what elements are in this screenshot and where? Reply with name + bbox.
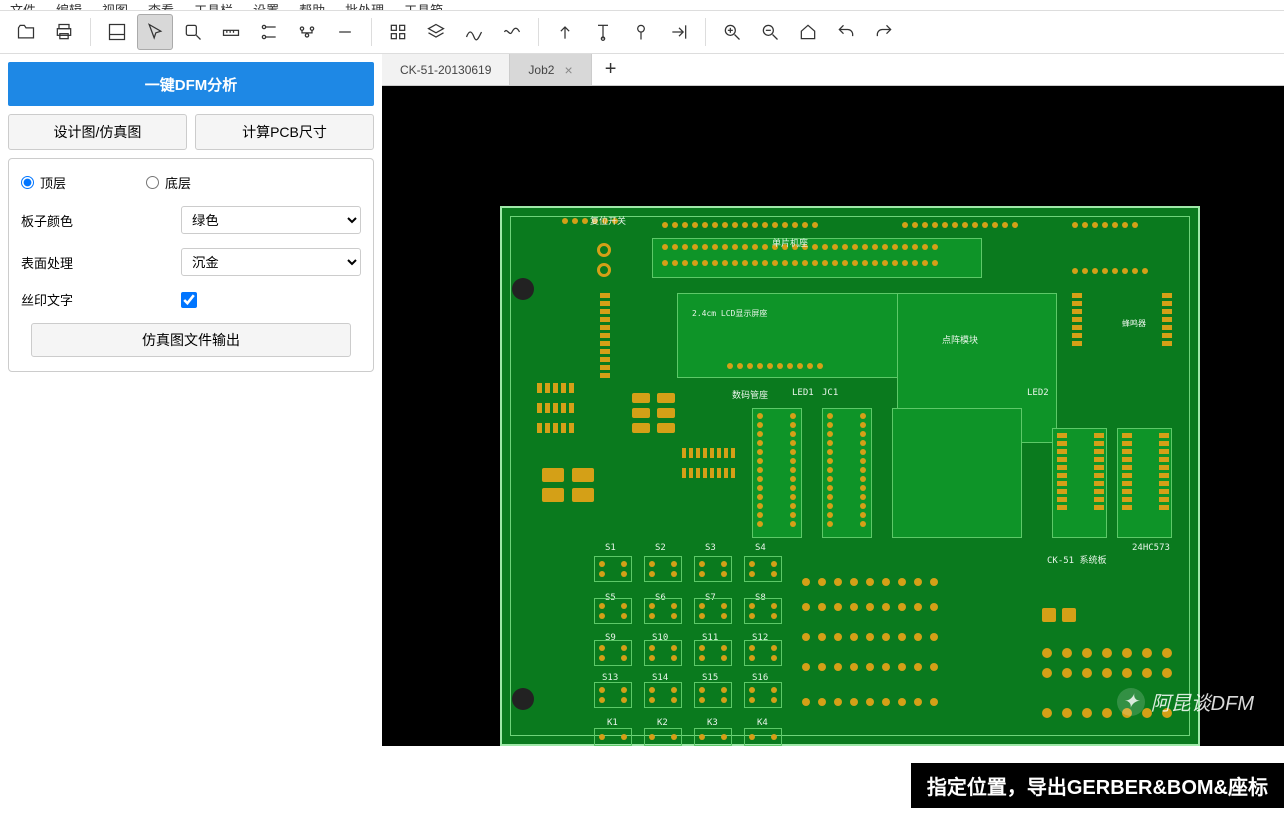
zoom-out-icon[interactable]: [752, 14, 788, 50]
pointer-icon[interactable]: [137, 14, 173, 50]
close-icon[interactable]: ×: [564, 62, 572, 78]
zoom-in-icon[interactable]: [714, 14, 750, 50]
align-icon[interactable]: [251, 14, 287, 50]
radio-bottom-label: 底层: [165, 173, 191, 192]
silk-text: CK-51 系统板: [1047, 553, 1107, 566]
silkscreen-label: 丝印文字: [21, 290, 181, 309]
radio-bottom-layer[interactable]: 底层: [146, 173, 191, 192]
silk-text: K1: [607, 718, 618, 728]
undo-icon[interactable]: [828, 14, 864, 50]
silk-text: S2: [655, 543, 666, 553]
exit-icon[interactable]: [661, 14, 697, 50]
silk-text: 复位开关: [590, 214, 626, 227]
silk-text: K4: [757, 718, 768, 728]
silkscreen-checkbox[interactable]: [181, 292, 197, 308]
radio-bottom-input[interactable]: [146, 176, 159, 189]
tab-label: CK-51-20130619: [400, 63, 491, 77]
silk-text: S3: [705, 543, 716, 553]
pcb-canvas[interactable]: 复位开关 单片机座 2.4cm LCD显示屏座 点阵模块 蜂鸣器 LED1 JC…: [382, 86, 1284, 746]
tab-job2[interactable]: Job2 ×: [510, 54, 591, 85]
layout-icon[interactable]: [99, 14, 135, 50]
open-icon[interactable]: [8, 14, 44, 50]
surface-finish-label: 表面处理: [21, 253, 181, 272]
caption-bar: 指定位置，导出GERBER&BOM&座标: [911, 763, 1284, 808]
board-color-label: 板子颜色: [21, 211, 181, 230]
menu-item[interactable]: 批处理: [345, 0, 384, 10]
menu-item[interactable]: 工具栏: [194, 0, 233, 10]
silk-text: 点阵模块: [942, 333, 978, 346]
board-color-select[interactable]: 绿色: [181, 206, 361, 234]
tab-ck51[interactable]: CK-51-20130619: [382, 54, 510, 85]
sidebar: 一键DFM分析 设计图/仿真图 计算PCB尺寸 顶层 底层 板子颜色 绿色 表面…: [0, 54, 382, 746]
anchor-icon[interactable]: [585, 14, 621, 50]
print-icon[interactable]: [46, 14, 82, 50]
watermark-text: 阿昆谈DFM: [1151, 687, 1254, 716]
menu-item[interactable]: 查看: [148, 0, 174, 10]
design-sim-button[interactable]: 设计图/仿真图: [8, 114, 187, 150]
silk-text: JC1: [822, 388, 838, 398]
add-tab-button[interactable]: +: [592, 54, 630, 85]
measure-icon[interactable]: [213, 14, 249, 50]
redo-icon[interactable]: [866, 14, 902, 50]
menu-item[interactable]: 文件: [10, 0, 36, 10]
upload-icon[interactable]: [547, 14, 583, 50]
wechat-icon: ✦: [1117, 688, 1145, 716]
viewer: CK-51-20130619 Job2 × + 复位开关 单片机座: [382, 54, 1284, 746]
toolbar: [0, 10, 1284, 54]
pin-icon[interactable]: [623, 14, 659, 50]
separator: [705, 18, 706, 46]
silk-text: K3: [707, 718, 718, 728]
home-icon[interactable]: [790, 14, 826, 50]
menu-item[interactable]: 设置: [253, 0, 279, 10]
minus-icon[interactable]: [327, 14, 363, 50]
silk-text: K2: [657, 718, 668, 728]
silk-text: S4: [755, 543, 766, 553]
separator: [538, 18, 539, 46]
profile-icon[interactable]: [456, 14, 492, 50]
silk-text: 数码管座: [732, 388, 768, 401]
silk-text: 24HC573: [1132, 543, 1170, 553]
separator: [371, 18, 372, 46]
settings-panel: 顶层 底层 板子颜色 绿色 表面处理 沉金 丝印文字 仿真图文件输出: [8, 158, 374, 372]
radio-top-label: 顶层: [40, 173, 66, 192]
menubar: 文件 编辑 视图 查看 工具栏 设置 帮助 批处理 工具箱: [0, 0, 1284, 10]
silk-text: 单片机座: [772, 236, 808, 249]
radio-top-layer[interactable]: 顶层: [21, 173, 66, 192]
menu-item[interactable]: 帮助: [299, 0, 325, 10]
menu-item[interactable]: 编辑: [56, 0, 82, 10]
dfm-analyze-button[interactable]: 一键DFM分析: [8, 62, 374, 106]
tab-label: Job2: [528, 63, 554, 77]
distribute-icon[interactable]: [289, 14, 325, 50]
silk-text: LED1: [792, 388, 814, 398]
layers-icon[interactable]: [418, 14, 454, 50]
export-sim-button[interactable]: 仿真图文件输出: [31, 323, 351, 357]
grid-icon[interactable]: [380, 14, 416, 50]
surface-finish-select[interactable]: 沉金: [181, 248, 361, 276]
tabs: CK-51-20130619 Job2 × +: [382, 54, 1284, 86]
watermark: ✦ 阿昆谈DFM: [1117, 687, 1254, 716]
menu-item[interactable]: 视图: [102, 0, 128, 10]
calc-pcb-button[interactable]: 计算PCB尺寸: [195, 114, 374, 150]
menu-item[interactable]: 工具箱: [404, 0, 443, 10]
radio-top-input[interactable]: [21, 176, 34, 189]
silk-text: LED2: [1027, 388, 1049, 398]
pcb-board: 复位开关 单片机座 2.4cm LCD显示屏座 点阵模块 蜂鸣器 LED1 JC…: [500, 206, 1200, 746]
silk-text: S1: [605, 543, 616, 553]
zoom-area-icon[interactable]: [175, 14, 211, 50]
wave-icon[interactable]: [494, 14, 530, 50]
separator: [90, 18, 91, 46]
